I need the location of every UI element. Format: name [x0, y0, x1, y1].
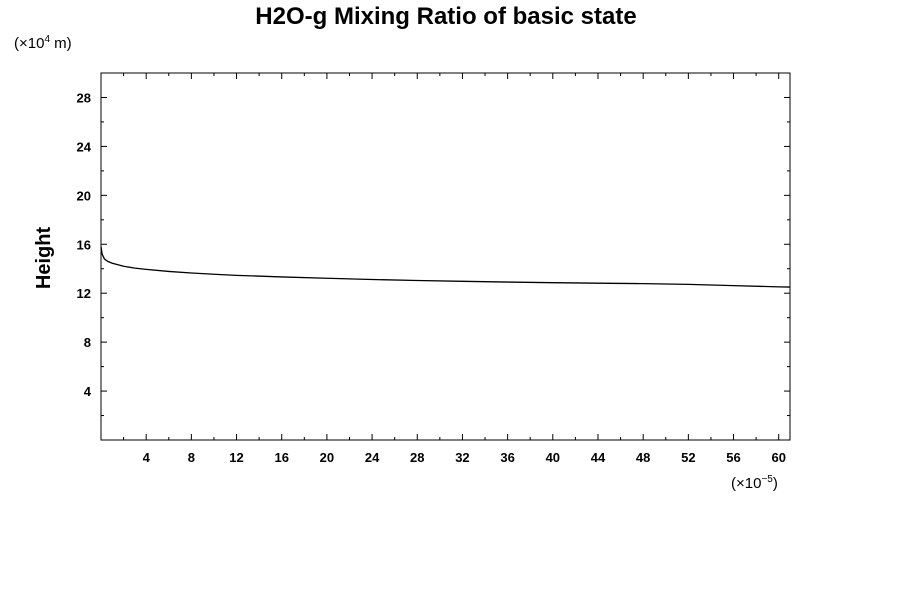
- y-axis-label: Height: [33, 227, 55, 290]
- x-tick-label: 56: [726, 450, 740, 465]
- x-axis-unit: (×10−5): [731, 474, 778, 492]
- y-tick-label: 12: [77, 286, 91, 301]
- x-tick-label: 20: [320, 450, 334, 465]
- chart-title: H2O-g Mixing Ratio of basic state: [255, 3, 636, 30]
- y-tick-label: 20: [77, 188, 91, 203]
- x-tick-label: 44: [591, 450, 606, 465]
- plot-frame: [100, 72, 791, 441]
- x-tick-label: 16: [274, 450, 288, 465]
- x-tick-label: 4: [143, 450, 151, 465]
- y-tick-label: 28: [77, 90, 91, 105]
- y-tick-label: 16: [77, 237, 91, 252]
- x-tick-label: 28: [410, 450, 424, 465]
- series-line: [100, 246, 791, 288]
- x-tick-label: 8: [188, 450, 195, 465]
- x-tick-label: 52: [681, 450, 695, 465]
- y-axis-unit: (×104 m): [14, 34, 72, 52]
- x-tick-label: 36: [500, 450, 514, 465]
- x-tick-label: 48: [636, 450, 650, 465]
- x-tick-label: 60: [771, 450, 785, 465]
- x-tick-label: 12: [229, 450, 243, 465]
- x-tick-label: 24: [365, 450, 380, 465]
- y-tick-label: 8: [84, 335, 91, 350]
- x-tick-label: 32: [455, 450, 469, 465]
- y-tick-label: 24: [77, 139, 92, 154]
- series-group: [100, 246, 791, 288]
- x-tick-label: 40: [546, 450, 560, 465]
- y-tick-label: 4: [84, 384, 92, 399]
- axis-ticks: [101, 73, 790, 440]
